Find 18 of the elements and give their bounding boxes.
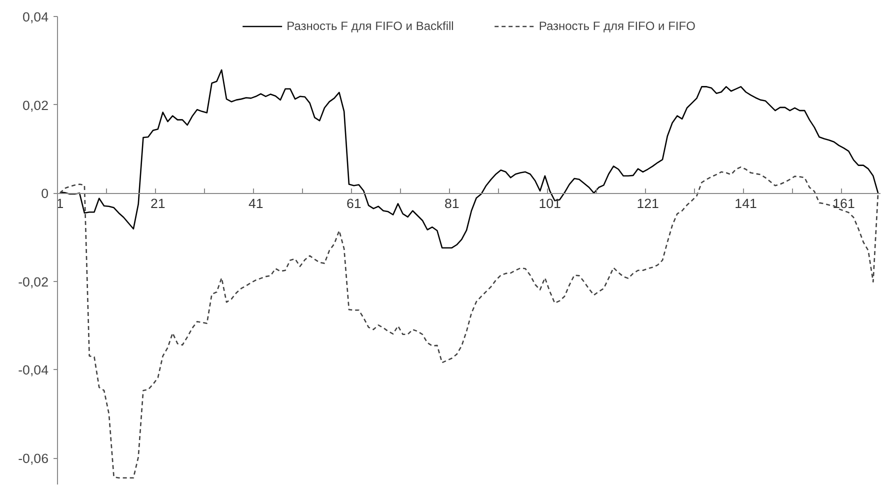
- y-tick-label: -0,06: [18, 451, 49, 466]
- x-tick-label: 21: [150, 196, 166, 212]
- y-tick-label: 0,04: [22, 10, 50, 24]
- x-tick-label: 141: [734, 196, 757, 212]
- y-tick-label: 0: [41, 186, 49, 202]
- legend-label: Разность F для FIFO и Backfill: [286, 19, 454, 33]
- legend-label: Разность F для FIFO и FIFO: [538, 19, 696, 33]
- x-tick-label: 101: [538, 196, 561, 212]
- x-tick-label: 161: [832, 196, 855, 212]
- line-series: [59, 69, 879, 248]
- x-tick-label: 61: [346, 196, 362, 212]
- y-tick-label: -0,04: [18, 362, 50, 378]
- x-tick-label: 81: [444, 196, 460, 212]
- y-tick-label: -0,02: [18, 274, 49, 290]
- x-tick-label: 41: [248, 196, 264, 212]
- line-series: [59, 166, 879, 479]
- x-tick-label: 121: [636, 196, 659, 212]
- y-tick-label: 0,02: [22, 98, 49, 113]
